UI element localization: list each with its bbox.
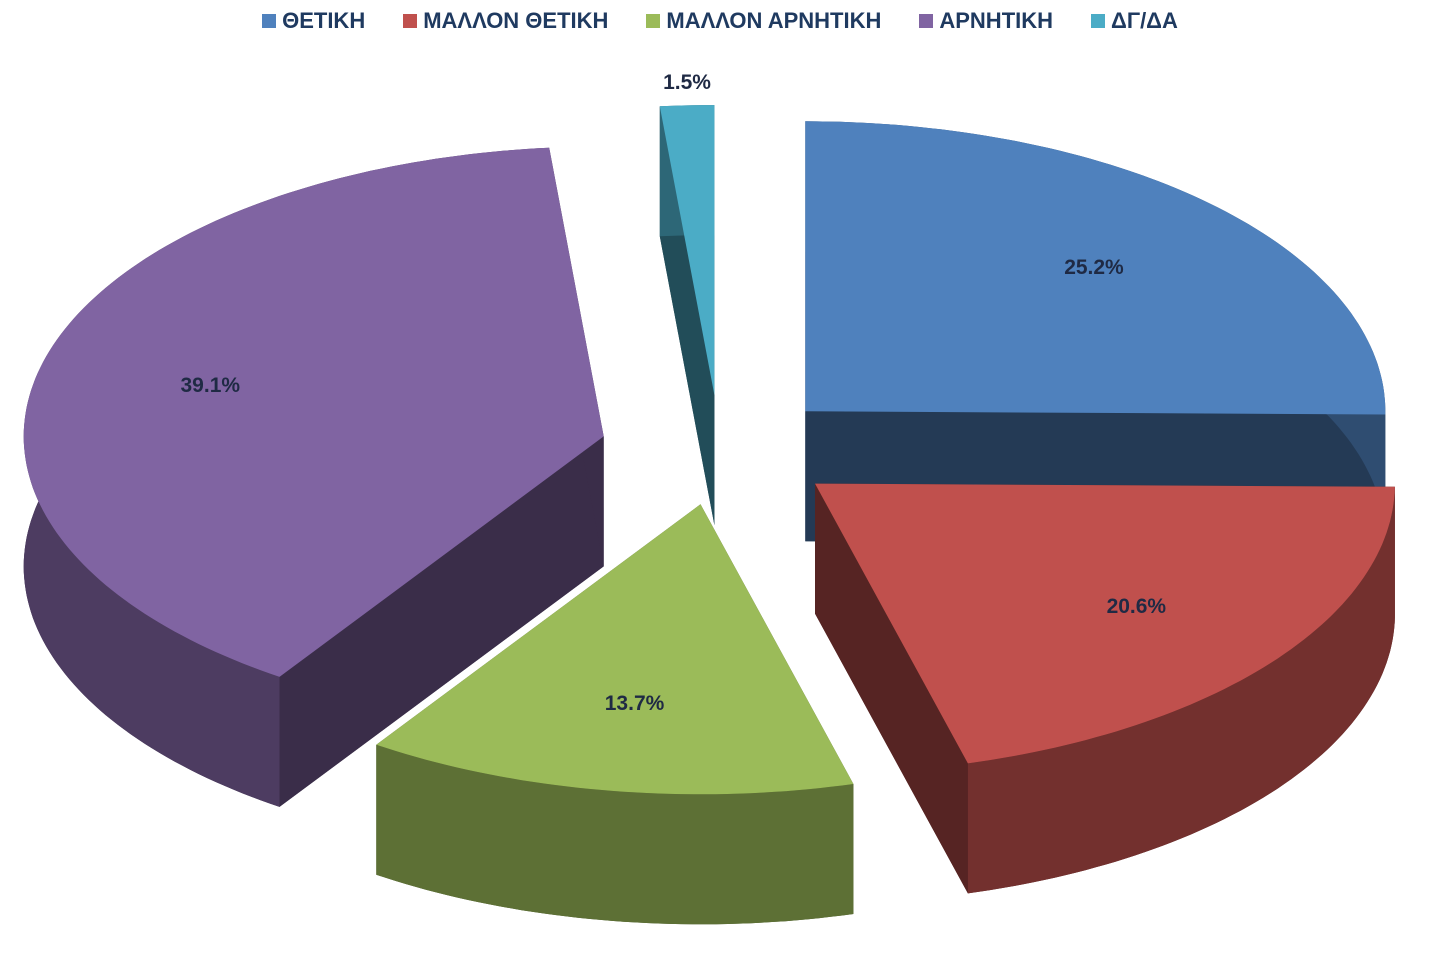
slice-top: [23, 147, 604, 677]
legend-item: ΜΑΛΛΟΝ ΑΡΝΗΤΙΚΗ: [646, 8, 881, 34]
legend-swatch: [919, 14, 934, 28]
data-label: 25.2%: [1064, 256, 1124, 279]
slice-side: [279, 436, 604, 807]
legend-label: ΘΕΤΙΚΗ: [282, 8, 366, 33]
legend-label: ΜΑΛΛΟΝ ΘΕΤΙΚΗ: [423, 8, 609, 33]
slice: [659, 105, 715, 526]
slice-top: [805, 121, 1386, 415]
slice: [376, 504, 854, 925]
slice: [805, 121, 1386, 545]
slice-wall: [967, 486, 1395, 894]
legend-label: ΑΡΝΗΤΙΚΗ: [939, 8, 1054, 33]
legend-swatch: [262, 14, 277, 28]
legend-swatch: [403, 14, 418, 28]
legend: ΘΕΤΙΚΗ ΜΑΛΛΟΝ ΘΕΤΙΚΗ ΜΑΛΛΟΝ ΑΡΝΗΤΙΚΗ ΑΡΝΗΤΙ…: [0, 8, 1440, 34]
slice-top: [815, 483, 1395, 764]
legend-label: ΔΓ/ΔΑ: [1111, 8, 1178, 33]
slice-top: [659, 105, 715, 396]
data-label: 13.7%: [605, 692, 665, 715]
legend-item: ΘΕΤΙΚΗ: [262, 8, 365, 34]
data-label: 1.5%: [663, 71, 711, 94]
legend-swatch: [646, 14, 661, 28]
slice: [815, 483, 1395, 894]
slice-wall: [376, 744, 854, 925]
legend-item: ΔΓ/ΔΑ: [1091, 8, 1178, 34]
legend-label: ΜΑΛΛΟΝ ΑΡΝΗΤΙΚΗ: [666, 8, 882, 33]
data-label: 20.6%: [1107, 595, 1167, 618]
data-label: 39.1%: [181, 374, 241, 397]
slice-top: [376, 504, 854, 795]
legend-item: ΑΡΝΗΤΙΚΗ: [919, 8, 1053, 34]
legend-swatch: [1091, 14, 1106, 28]
slice-side: [815, 483, 968, 894]
slice: [23, 147, 604, 807]
legend-item: ΜΑΛΛΟΝ ΘΕΤΙΚΗ: [403, 8, 608, 34]
